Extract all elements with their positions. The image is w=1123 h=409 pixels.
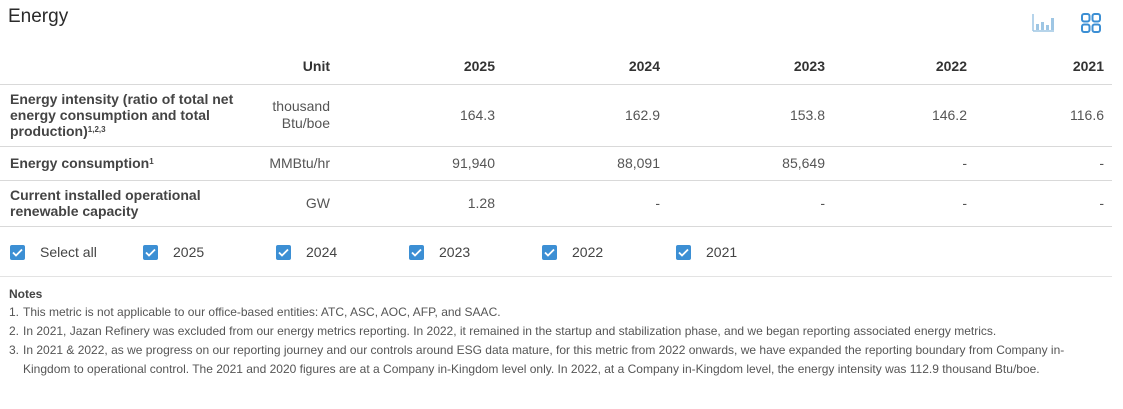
checkbox-label: 2025 (173, 244, 205, 260)
notes-section: Notes 1. This metric is not applicable t… (9, 287, 1109, 379)
value-cell: - (967, 146, 1112, 181)
footnote-ref: 1,2,3 (87, 125, 106, 134)
note-number: 1. (9, 305, 20, 319)
checkbox-label: 2023 (439, 244, 471, 260)
value-cell: - (825, 180, 967, 227)
unit-cell: thousand Btu/boe (240, 84, 330, 147)
year-checkbox-2025[interactable]: 2025 (143, 244, 204, 260)
year-checkbox-2022[interactable]: 2022 (542, 244, 603, 260)
value-cell: - (495, 180, 660, 227)
checkmark-icon[interactable] (542, 244, 557, 260)
note-item: 3. In 2021 & 2022, as we progress on our… (9, 341, 1109, 379)
notes-title: Notes (9, 287, 43, 301)
value-cell: 88,091 (495, 146, 660, 181)
metric-label: Energy consumption1 (0, 146, 240, 181)
checkmark-icon[interactable] (276, 244, 291, 260)
year-checkbox-2023[interactable]: 2023 (409, 244, 470, 260)
note-number: 3. (9, 343, 20, 357)
year-checkbox-2021[interactable]: 2021 (676, 244, 737, 260)
year-header: 2021 (967, 48, 1112, 85)
section-title: Energy (8, 6, 69, 27)
checkbox-label: Select all (40, 244, 97, 260)
metric-label: Energy intensity (ratio of total net ene… (0, 84, 240, 147)
checkmark-icon[interactable] (10, 244, 25, 260)
metric-header (0, 48, 240, 85)
value-cell: 146.2 (825, 84, 967, 147)
value-cell: 116.6 (967, 84, 1112, 147)
note-item: 1. This metric is not applicable to our … (9, 303, 1109, 322)
year-checkbox-2024[interactable]: 2024 (276, 244, 337, 260)
checkbox-label: 2022 (572, 244, 604, 260)
unit-cell: GW (240, 180, 330, 227)
year-header: 2025 (330, 48, 495, 85)
value-cell: 162.9 (495, 84, 660, 147)
checkbox-label: 2021 (706, 244, 738, 260)
bar-chart-icon[interactable] (1031, 12, 1055, 34)
value-cell: 1.28 (330, 180, 495, 227)
value-cell: - (967, 180, 1112, 227)
checkmark-icon[interactable] (143, 244, 158, 260)
year-filter-bar: Select all 2025 2024 2023 2022 2021 (0, 227, 1112, 277)
table-row: Current installed operational renewable … (0, 180, 1112, 227)
value-cell: 164.3 (330, 84, 495, 147)
table-row: Energy consumption1 MMBtu/hr 91,940 88,0… (0, 146, 1112, 181)
year-header: 2023 (660, 48, 825, 85)
value-cell: - (660, 180, 825, 227)
checkmark-icon[interactable] (676, 244, 691, 260)
grid-icon[interactable] (1080, 12, 1104, 34)
unit-cell: MMBtu/hr (240, 146, 330, 181)
select-all-checkbox[interactable]: Select all (10, 244, 97, 260)
value-cell: - (825, 146, 967, 181)
energy-table: Unit 2025 2024 2023 2022 2021 Energy int… (0, 48, 1112, 227)
metric-label: Current installed operational renewable … (0, 180, 240, 227)
year-header: 2022 (825, 48, 967, 85)
value-cell: 85,649 (660, 146, 825, 181)
unit-header: Unit (240, 48, 330, 85)
checkmark-icon[interactable] (409, 244, 424, 260)
note-item: 2. In 2021, Jazan Refinery was excluded … (9, 322, 1109, 341)
value-cell: 153.8 (660, 84, 825, 147)
year-header: 2024 (495, 48, 660, 85)
table-header-row: Unit 2025 2024 2023 2022 2021 (0, 48, 1112, 85)
note-text: In 2021, Jazan Refinery was excluded fro… (23, 324, 997, 338)
note-text: In 2021 & 2022, as we progress on our re… (23, 343, 1065, 376)
note-text: This metric is not applicable to our off… (23, 305, 501, 319)
note-number: 2. (9, 324, 20, 338)
value-cell: 91,940 (330, 146, 495, 181)
footnote-ref: 1 (149, 157, 154, 166)
checkbox-label: 2024 (306, 244, 338, 260)
table-row: Energy intensity (ratio of total net ene… (0, 84, 1112, 147)
